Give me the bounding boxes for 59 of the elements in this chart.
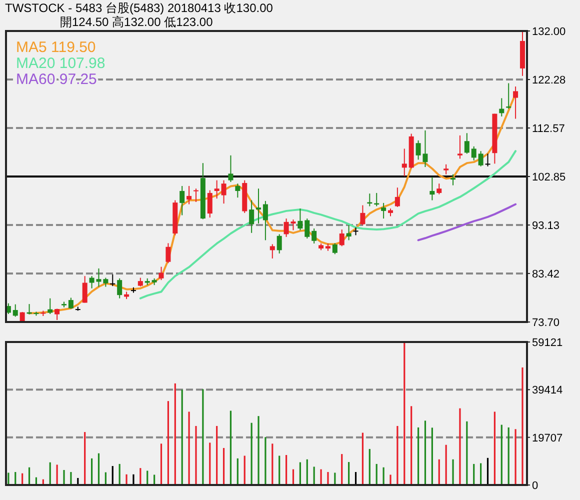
candlestick: [117, 278, 122, 299]
text: MA20 107.98: [16, 55, 106, 72]
candlestick: [235, 183, 240, 198]
y-tick-label: 73.70: [532, 317, 560, 329]
candlestick: [450, 174, 456, 186]
candlestick: [249, 200, 254, 234]
candlestick: [304, 218, 310, 239]
text: MA5 119.50: [16, 39, 96, 56]
candlestick: [54, 308, 60, 321]
y-tick-label: 0: [532, 480, 538, 492]
line-series: [139, 150, 517, 300]
candlestick: [262, 200, 268, 241]
candlestick: [430, 176, 435, 201]
y-tick-label: 93.13: [532, 220, 560, 232]
y-tick-label: 19707: [532, 432, 563, 444]
y-tick-label: 122.28: [532, 74, 566, 87]
candlestick: [180, 185, 185, 216]
candlestick: [270, 244, 275, 259]
candlestick: [221, 180, 226, 204]
candlestick: [312, 228, 317, 244]
candlestick: [499, 98, 504, 117]
candlestick: [436, 183, 442, 195]
candlestick: [298, 208, 303, 231]
candlestick: [82, 276, 88, 304]
candlestick: [256, 188, 262, 224]
y-tick-label: 132.00: [532, 26, 566, 38]
y-tick-label: 59121: [532, 337, 563, 349]
chart-title: TWSTOCK - 5483 台股(5483) 20180413 收130.00: [5, 1, 274, 15]
candlestick: [464, 132, 470, 154]
candlestick: [381, 202, 386, 220]
candlestick: [166, 242, 171, 264]
y-tick-label: 39414: [532, 384, 563, 397]
candlestick: [485, 153, 490, 167]
line-series: [417, 203, 517, 242]
candlestick: [471, 146, 476, 161]
candlestick: [276, 234, 282, 254]
candlestick: [228, 154, 234, 182]
candlestick: [193, 188, 198, 202]
candlestick: [513, 86, 518, 120]
candlestick: [360, 204, 366, 226]
y-tick-label: 83.42: [532, 268, 560, 280]
candlestick: [457, 134, 462, 160]
candlestick: [332, 242, 338, 255]
candlestick: [444, 164, 449, 175]
candlestick: [402, 148, 407, 177]
y-tick-label: 112.57: [532, 122, 565, 135]
candlestick: [339, 229, 344, 247]
candlestick: [506, 82, 512, 110]
y-tick-label: 102.85: [532, 172, 566, 184]
chart-subtitle: 開124.50 高132.00 低123.00: [60, 15, 214, 29]
candlestick: [110, 274, 116, 287]
candlestick: [207, 190, 212, 218]
candlestick: [214, 180, 220, 200]
candlestick: [394, 187, 400, 208]
candlestick: [346, 224, 352, 241]
candlestick: [186, 185, 192, 205]
candlestick: [478, 150, 484, 167]
candlestick: [158, 266, 164, 281]
candlestick: [12, 304, 18, 318]
